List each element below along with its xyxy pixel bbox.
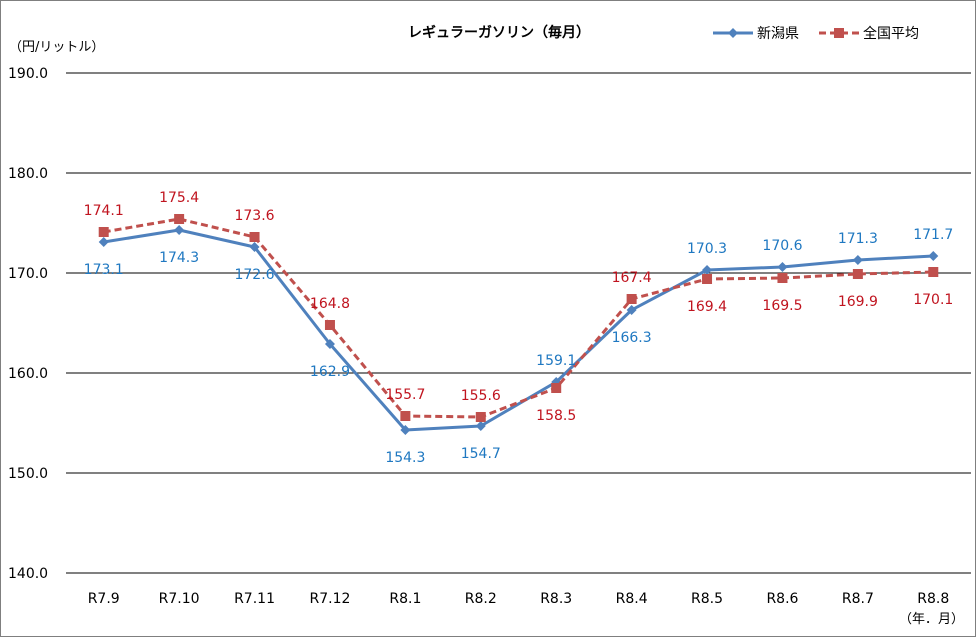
data-label: 172.6 <box>234 267 274 283</box>
legend-marker-diamond <box>728 28 738 38</box>
data-label: 166.3 <box>612 330 652 346</box>
data-label: 171.7 <box>913 227 953 243</box>
legend-marker-square <box>834 28 844 38</box>
data-point-square <box>249 232 260 242</box>
x-tick-label: R7.12 <box>310 591 351 607</box>
data-label: 170.6 <box>762 238 802 254</box>
legend: 新潟県 全国平均 <box>713 25 919 42</box>
y-tick-labels: 140.0 150.0 160.0 170.0 180.0 190.0 <box>8 66 48 582</box>
x-tick-label: R8.3 <box>540 591 572 607</box>
data-label: 175.4 <box>159 190 199 206</box>
data-point-diamond <box>174 225 185 235</box>
data-label: 170.1 <box>913 292 953 308</box>
data-point-square <box>702 274 713 284</box>
data-point-square <box>324 320 335 330</box>
data-label: 170.3 <box>687 241 727 257</box>
x-tick-label: R8.1 <box>389 591 421 607</box>
data-point-square <box>626 294 637 304</box>
x-tick-label: R8.6 <box>766 591 798 607</box>
y-tick-label: 140.0 <box>8 566 48 582</box>
data-point-diamond <box>702 265 713 275</box>
data-label: 158.5 <box>536 408 576 424</box>
x-tick-label: R7.9 <box>88 591 120 607</box>
data-point-square <box>98 227 109 237</box>
data-label: 162.9 <box>310 364 350 380</box>
data-point-square <box>400 411 411 421</box>
data-label: 164.8 <box>310 296 350 312</box>
data-labels: 173.1 174.1 174.3 175.4 172.6 173.6 162.9 164.8… <box>84 190 954 466</box>
data-point-diamond <box>98 237 109 247</box>
data-label: 173.6 <box>234 208 274 224</box>
y-tick-label: 190.0 <box>8 66 48 82</box>
y-tick-label: 160.0 <box>8 366 48 382</box>
data-label: 173.1 <box>84 262 124 278</box>
data-label: 167.4 <box>612 270 652 286</box>
data-label: 169.5 <box>762 298 802 314</box>
data-point-diamond <box>928 251 939 261</box>
data-point-square <box>777 273 788 283</box>
x-tick-label: R8.7 <box>842 591 874 607</box>
y-tick-label: 170.0 <box>8 266 48 282</box>
data-point-diamond <box>852 255 863 265</box>
x-tick-label: R8.8 <box>917 591 949 607</box>
chart-title: レギュラーガソリン（毎月） <box>408 24 590 41</box>
series-layer <box>98 214 939 435</box>
data-point-diamond <box>475 421 486 431</box>
data-point-square <box>852 269 863 279</box>
x-tick-labels: R7.9 R7.10 R7.11 R7.12 R8.1 R8.2 R8.3 R8.4 R8.5 R… <box>88 591 950 607</box>
data-label: 174.3 <box>159 250 199 266</box>
x-tick-label: R7.11 <box>234 591 275 607</box>
data-label: 169.4 <box>687 299 727 315</box>
data-point-square <box>475 412 486 422</box>
x-tick-label: R7.10 <box>159 591 200 607</box>
x-axis-unit-label: （年．月） <box>899 612 964 627</box>
x-tick-label: R8.2 <box>465 591 497 607</box>
y-tick-label: 180.0 <box>8 166 48 182</box>
data-label: 155.7 <box>385 387 425 403</box>
y-axis-unit-label: （円/リットル） <box>9 40 104 55</box>
data-label: 174.1 <box>84 203 124 219</box>
data-point-square <box>174 214 185 224</box>
data-point-diamond <box>626 305 637 315</box>
legend-label: 新潟県 <box>757 26 799 42</box>
data-point-square <box>928 267 939 277</box>
data-label: 155.6 <box>461 388 501 404</box>
series-line-0 <box>103 228 934 432</box>
y-tick-label: 150.0 <box>8 466 48 482</box>
data-label: 171.3 <box>838 231 878 247</box>
gridlines <box>66 72 971 574</box>
data-point-diamond <box>324 339 335 349</box>
x-tick-label: R8.5 <box>691 591 723 607</box>
series-line-1 <box>103 217 934 419</box>
data-label: 154.7 <box>461 446 501 462</box>
data-point-diamond <box>400 425 411 435</box>
data-point-diamond <box>777 262 788 272</box>
data-point-diamond <box>249 242 260 252</box>
data-label: 169.9 <box>838 294 878 310</box>
data-point-square <box>551 383 562 393</box>
x-tick-label: R8.4 <box>616 591 648 607</box>
data-label: 154.3 <box>385 450 425 466</box>
data-label: 159.1 <box>536 353 576 369</box>
legend-label: 全国平均 <box>863 25 919 42</box>
